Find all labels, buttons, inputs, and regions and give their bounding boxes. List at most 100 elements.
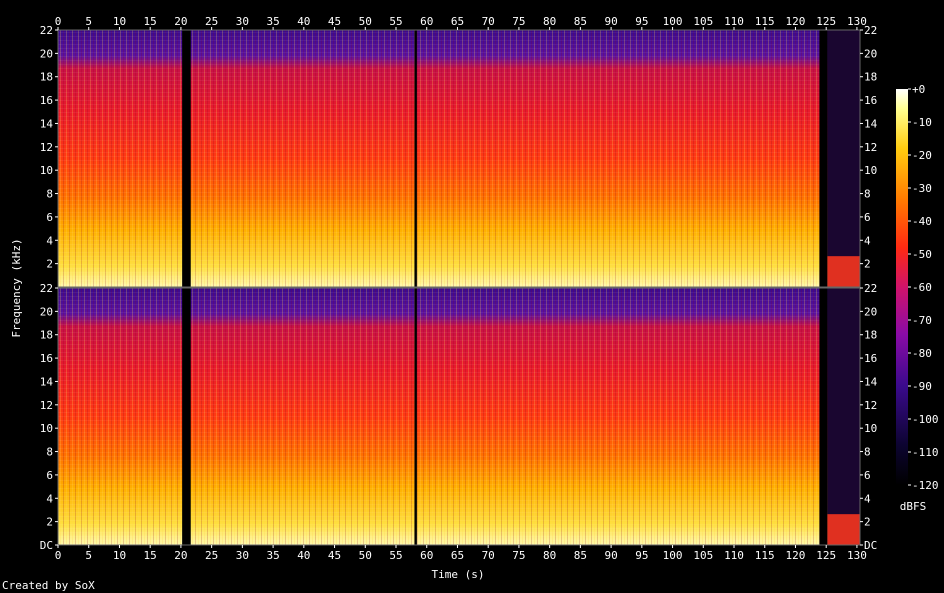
silence-region <box>827 288 860 545</box>
x-axis-label: Time (s) <box>432 568 485 581</box>
y-tick-label-left: 6 <box>46 211 53 224</box>
y-tick-label-right: 2 <box>864 258 871 271</box>
y-tick-label-right: 12 <box>864 141 877 154</box>
y-axis-label: Frequency (kHz) <box>10 238 23 337</box>
colorbar-tick-label: +0 <box>912 83 925 96</box>
x-tick-label-top: 65 <box>451 15 464 28</box>
tail-low-band <box>827 256 860 287</box>
x-tick-label-bottom: 80 <box>543 549 556 562</box>
x-tick-label-top: 60 <box>420 15 433 28</box>
y-tick-label-right: 22 <box>864 282 877 295</box>
y-tick-label-right: 6 <box>864 211 871 224</box>
x-tick-label-top: 30 <box>236 15 249 28</box>
panel-frame <box>57 29 861 288</box>
y-tick-label-right: 4 <box>864 234 871 247</box>
x-tick-label-bottom: 90 <box>604 549 617 562</box>
x-tick-label-bottom: 25 <box>205 549 218 562</box>
x-tick-label-bottom: 105 <box>693 549 713 562</box>
harmonic-texture <box>58 288 860 545</box>
x-tick-label-top: 120 <box>786 15 806 28</box>
x-tick-label-top: 10 <box>113 15 126 28</box>
y-tick-label-left: 16 <box>40 352 53 365</box>
x-tick-label-bottom: 65 <box>451 549 464 562</box>
y-tick-label-left: 22 <box>40 24 53 37</box>
y-tick-label-right: 16 <box>864 94 877 107</box>
y-tick-label-left: 2 <box>46 516 53 529</box>
y-tick-label-right: 12 <box>864 399 877 412</box>
x-tick-label-top: 125 <box>816 15 836 28</box>
y-tick-label-right: 8 <box>864 446 871 459</box>
x-tick-label-top: 85 <box>574 15 587 28</box>
channel-panel-1 <box>57 29 861 288</box>
y-tick-label-left: 4 <box>46 492 53 505</box>
colorbar-tick-label: -30 <box>912 182 932 195</box>
silence-region <box>182 30 191 287</box>
y-tick-label-left: 16 <box>40 94 53 107</box>
y-tick-label-left: 14 <box>40 375 54 388</box>
y-tick-label-right: 14 <box>864 117 878 130</box>
colorbar-tick-label: -40 <box>912 215 932 228</box>
x-tick-label-bottom: 125 <box>816 549 836 562</box>
x-tick-label-bottom: 45 <box>328 549 341 562</box>
colorbar-label: dBFS <box>900 500 927 513</box>
x-tick-label-bottom: 35 <box>266 549 279 562</box>
y-tick-label-right: 8 <box>864 188 871 201</box>
x-tick-label-bottom: 40 <box>297 549 310 562</box>
x-tick-label-bottom: 70 <box>482 549 495 562</box>
x-tick-label-top: 25 <box>205 15 218 28</box>
silence-region <box>414 288 417 545</box>
x-tick-label-bottom: 50 <box>359 549 372 562</box>
x-tick-label-bottom: 120 <box>786 549 806 562</box>
x-tick-label-bottom: 20 <box>174 549 187 562</box>
y-tick-label-right: 20 <box>864 47 877 60</box>
y-tick-label-left: DC <box>40 539 53 552</box>
y-tick-label-left: 12 <box>40 141 53 154</box>
x-tick-label-top: 35 <box>266 15 279 28</box>
x-tick-label-top: 15 <box>144 15 157 28</box>
y-tick-label-right: 10 <box>864 422 877 435</box>
x-tick-label-top: 110 <box>724 15 744 28</box>
y-tick-label-left: 4 <box>46 234 53 247</box>
x-tick-label-top: 20 <box>174 15 187 28</box>
x-tick-label-bottom: 5 <box>85 549 92 562</box>
y-tick-label-left: 10 <box>40 422 53 435</box>
x-tick-label-top: 45 <box>328 15 341 28</box>
colorbar-tick-label: -120 <box>912 479 939 492</box>
silence-region <box>819 288 828 545</box>
x-tick-label-bottom: 85 <box>574 549 587 562</box>
panel-frame <box>57 287 861 546</box>
silence-region <box>819 30 828 287</box>
y-tick-label-right: 16 <box>864 352 877 365</box>
y-tick-label-left: 18 <box>40 71 53 84</box>
y-tick-label-right: 20 <box>864 305 877 318</box>
x-tick-label-top: 50 <box>359 15 372 28</box>
x-tick-label-top: 100 <box>663 15 683 28</box>
credit-text: Created by SoX <box>2 579 95 592</box>
x-tick-label-top: 90 <box>604 15 617 28</box>
y-tick-label-right: 22 <box>864 24 877 37</box>
x-tick-label-top: 80 <box>543 15 556 28</box>
x-tick-label-top: 115 <box>755 15 775 28</box>
x-tick-label-bottom: 75 <box>512 549 525 562</box>
y-tick-label-right: 10 <box>864 164 877 177</box>
colorbar-tick-label: -60 <box>912 281 932 294</box>
x-tick-label-bottom: 60 <box>420 549 433 562</box>
y-tick-label-left: 14 <box>40 117 54 130</box>
colorbar <box>896 89 908 485</box>
y-tick-label-right: 4 <box>864 492 871 505</box>
y-tick-label-left: 8 <box>46 446 53 459</box>
y-tick-label-right: 2 <box>864 516 871 529</box>
colorbar-tick-label: -10 <box>912 116 932 129</box>
y-tick-label-left: 2 <box>46 258 53 271</box>
x-tick-label-top: 55 <box>389 15 402 28</box>
y-tick-label-left: 8 <box>46 188 53 201</box>
y-tick-label-right: 14 <box>864 375 878 388</box>
x-tick-label-bottom: 0 <box>55 549 62 562</box>
tail-low-band <box>827 514 860 545</box>
x-tick-label-bottom: 130 <box>847 549 867 562</box>
y-tick-label-left: 10 <box>40 164 53 177</box>
y-tick-label-right: 6 <box>864 469 871 482</box>
y-tick-label-right: DC <box>864 539 877 552</box>
x-tick-label-top: 95 <box>635 15 648 28</box>
